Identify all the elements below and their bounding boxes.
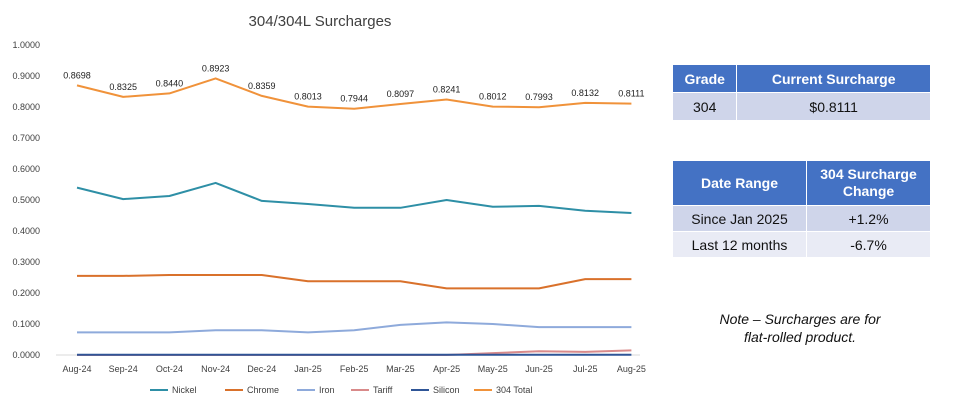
surcharge-line-chart: 304/304L Surcharges 0.0000 0.1000 0.2000 0.3… bbox=[12, 13, 646, 395]
legend-label: 304 Total bbox=[496, 385, 532, 395]
data-label: 0.8440 bbox=[156, 78, 184, 88]
legend-label: Chrome bbox=[247, 385, 279, 395]
legend-label: Nickel bbox=[172, 385, 197, 395]
x-tick-label: Aug-24 bbox=[62, 364, 91, 374]
series-line-chrome bbox=[77, 274, 632, 290]
note-line: flat-rolled product. bbox=[743, 329, 857, 345]
x-tick-label: Mar-25 bbox=[386, 364, 415, 374]
x-tick-label: Dec-24 bbox=[247, 364, 276, 374]
data-label: 0.8013 bbox=[294, 92, 322, 102]
x-tick-label: Jul-25 bbox=[573, 364, 598, 374]
y-tick-label: 1.0000 bbox=[12, 40, 40, 50]
data-label: 0.8097 bbox=[387, 89, 415, 99]
grade-header: Grade bbox=[671, 64, 738, 93]
y-tick-label: 0.2000 bbox=[12, 288, 40, 298]
x-tick-label: Sep-24 bbox=[109, 364, 138, 374]
y-tick-label: 0.5000 bbox=[12, 195, 40, 205]
y-tick-label: 0.0000 bbox=[12, 350, 40, 360]
x-tick-label: Oct-24 bbox=[156, 364, 183, 374]
y-tick-label: 0.4000 bbox=[12, 226, 40, 236]
y-tick-label: 0.7000 bbox=[12, 133, 40, 143]
data-label: 0.8698 bbox=[63, 70, 91, 80]
series-line-iron bbox=[77, 321, 632, 334]
note-line: Note – Surcharges are for bbox=[719, 311, 881, 327]
x-tick-label: Apr-25 bbox=[433, 364, 460, 374]
y-tick-label: 0.1000 bbox=[12, 319, 40, 329]
date-range-cell: Last 12 months bbox=[672, 231, 807, 258]
surcharge-change-table: Date Range 304 Surcharge Change Since Ja… bbox=[672, 160, 931, 258]
x-tick-label: Feb-25 bbox=[340, 364, 369, 374]
data-label: 0.8241 bbox=[433, 85, 461, 95]
legend-label: Silicon bbox=[433, 385, 460, 395]
legend-label: Iron bbox=[319, 385, 335, 395]
data-label: 0.8325 bbox=[109, 82, 137, 92]
surcharge-change-header: 304 Surcharge Change bbox=[806, 160, 931, 206]
date-range-cell: Since Jan 2025 bbox=[672, 205, 807, 232]
current-surcharge-table: Grade Current Surcharge 304 $0.8111 bbox=[671, 64, 931, 121]
data-label: 0.8012 bbox=[479, 92, 507, 102]
y-tick-label: 0.8000 bbox=[12, 102, 40, 112]
y-tick-label: 0.6000 bbox=[12, 164, 40, 174]
data-label: 0.8359 bbox=[248, 81, 276, 91]
y-tick-label: 0.9000 bbox=[12, 71, 40, 81]
grade-cell: 304 bbox=[671, 92, 738, 121]
x-tick-label: May-25 bbox=[478, 364, 508, 374]
x-tick-label: Jun-25 bbox=[525, 364, 553, 374]
data-label: 0.8923 bbox=[202, 63, 230, 73]
data-label: 0.8132 bbox=[571, 88, 599, 98]
series-line-nickel bbox=[76, 181, 632, 214]
x-tick-label: Aug-25 bbox=[617, 364, 646, 374]
chart-title: 304/304L Surcharges bbox=[249, 13, 392, 30]
y-tick-label: 0.3000 bbox=[12, 257, 40, 267]
current-surcharge-cell: $0.8111 bbox=[736, 92, 931, 121]
x-tick-label: Nov-24 bbox=[201, 364, 230, 374]
current-surcharge-header: Current Surcharge bbox=[736, 64, 931, 93]
x-tick-label: Jan-25 bbox=[294, 364, 322, 374]
data-label: 0.7993 bbox=[525, 92, 553, 102]
change-cell: -6.7% bbox=[806, 231, 931, 258]
series-line-304-total bbox=[76, 77, 632, 110]
note-text: Note – Surcharges are for flat-rolled pr… bbox=[690, 310, 910, 346]
data-label: 0.7944 bbox=[340, 94, 368, 104]
change-cell: +1.2% bbox=[806, 205, 931, 232]
legend-label: Tariff bbox=[373, 385, 393, 395]
date-range-header: Date Range bbox=[672, 160, 807, 206]
data-label: 0.8111 bbox=[618, 89, 644, 99]
